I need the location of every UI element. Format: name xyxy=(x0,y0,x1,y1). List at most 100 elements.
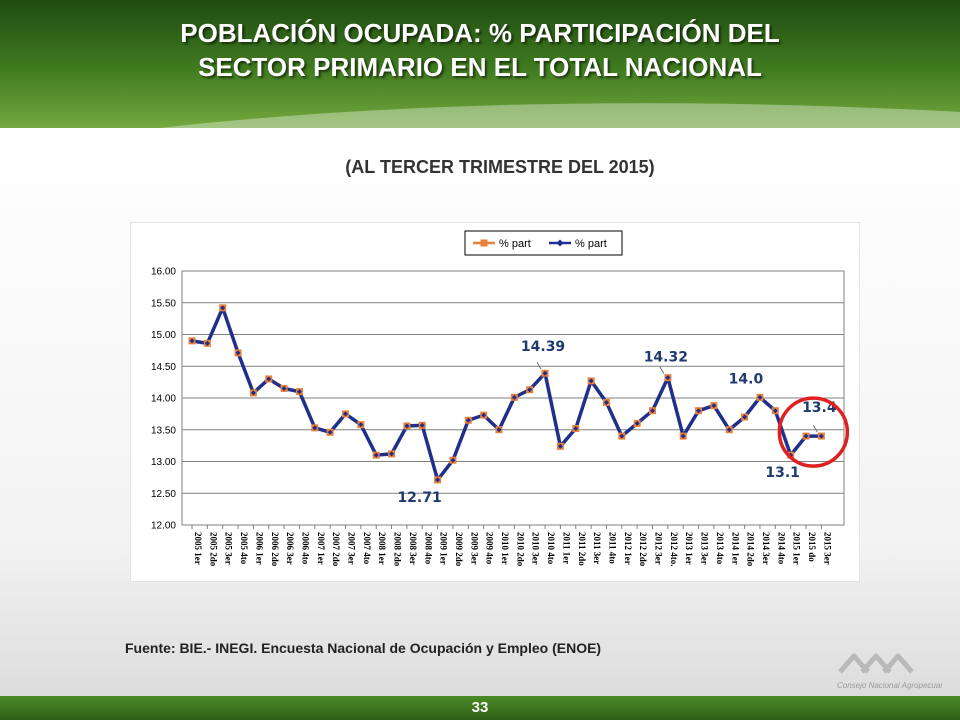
data-point-diamond xyxy=(250,390,256,396)
x-tick-label: 2011 1er xyxy=(561,532,571,564)
data-point-diamond xyxy=(220,305,226,311)
chart-legend: % part % part xyxy=(464,230,623,256)
data-point-diamond xyxy=(419,422,425,428)
data-label: 13.1 xyxy=(765,465,800,481)
x-tick-label: 2014 4to xyxy=(776,532,786,565)
x-tick-label: 2011 2do xyxy=(577,532,587,566)
data-point-diamond xyxy=(389,451,395,457)
data-point-diamond xyxy=(450,457,456,463)
title-line-1: POBLACIÓN OCUPADA: % PARTICIPACIÓN DEL xyxy=(180,18,780,48)
x-tick-label: 2010 3er xyxy=(531,532,541,565)
data-label: 14.32 xyxy=(644,350,688,366)
x-tick-label: 2012 4to. xyxy=(669,532,679,567)
data-point-diamond xyxy=(496,427,502,433)
highlight-circle xyxy=(777,396,850,468)
data-point-diamond xyxy=(742,414,748,420)
y-tick-label: 15.00 xyxy=(151,330,176,341)
x-tick-label: 2005 4to xyxy=(239,532,249,565)
data-point-diamond xyxy=(527,387,533,393)
data-point-diamond xyxy=(818,433,824,439)
legend-marker-diamond xyxy=(556,239,564,247)
annotations: 12.71 14.39 14.32 14.0 13.1 13.4 xyxy=(397,339,850,506)
data-point-diamond xyxy=(481,412,487,418)
x-tick-label: 2013 4to xyxy=(715,532,725,565)
x-tick-label: 2008 1er xyxy=(377,532,387,565)
y-tick-label: 14.00 xyxy=(151,394,176,405)
x-tick-label: 2012 2do xyxy=(638,532,648,567)
x-tick-label: 2006 4to xyxy=(300,532,310,565)
data-point-diamond xyxy=(757,394,763,400)
data-label: 13.4 xyxy=(802,400,837,416)
x-tick-label: 2005 1er xyxy=(193,532,203,565)
data-label: 12.71 xyxy=(397,490,441,506)
y-tick-label: 14.50 xyxy=(151,362,176,373)
data-point-diamond xyxy=(235,350,241,356)
x-tick-label: 2006 2do xyxy=(270,532,280,567)
data-point-diamond xyxy=(665,375,671,381)
data-label: 14.0 xyxy=(729,371,764,387)
data-point-diamond xyxy=(281,385,287,391)
data-point-diamond xyxy=(312,425,318,431)
x-tick-label: 2014 1er xyxy=(730,532,740,565)
x-tick-label: 2012 3er xyxy=(654,532,664,565)
data-point-diamond xyxy=(465,417,471,423)
data-label-leader xyxy=(536,362,542,370)
x-tick-label: 2007 2do xyxy=(331,532,341,567)
y-tick-label: 15.50 xyxy=(151,298,176,309)
x-tick-label: 2007 4to xyxy=(362,532,372,565)
x-tick-label: 2006 1er xyxy=(254,532,264,565)
y-tick-label: 12.50 xyxy=(151,489,176,500)
source-note: Fuente: BIE.- INEGI. Encuesta Nacional d… xyxy=(125,640,602,656)
data-point-diamond xyxy=(358,422,364,428)
x-tick-label: 2007 1er xyxy=(316,532,326,565)
data-point-diamond xyxy=(296,389,302,395)
data-point-diamond xyxy=(588,378,594,384)
data-point-diamond xyxy=(343,411,348,417)
data-label: 14.39 xyxy=(521,339,565,355)
x-tick-label: 2009 3er xyxy=(469,532,479,565)
x-tick-label: 2011 3er xyxy=(592,532,602,564)
data-point-diamond xyxy=(266,376,272,382)
x-tick-label: 2011 4to xyxy=(607,532,617,564)
series-group xyxy=(188,304,825,484)
line-chart: 12.00 12.50 13.00 13.50 14.00 14.50 15.00 15.50… xyxy=(130,222,860,582)
x-tick-label: 2005 2do xyxy=(208,532,218,567)
data-label-leader xyxy=(659,366,665,374)
x-tick-label: 2009 4to xyxy=(485,532,495,565)
x-tick-label: 2009 1er xyxy=(439,532,449,565)
x-tick-label: 2005 3er xyxy=(224,532,234,565)
x-tick-label: 2010 4to xyxy=(546,532,556,565)
x-tick-label: 2013 1er xyxy=(684,532,694,565)
y-tick-label: 16.00 xyxy=(151,267,176,278)
x-tick-label: 2012 1er xyxy=(623,532,633,565)
data-point-diamond xyxy=(619,433,625,439)
x-tick-label: 2009 2do xyxy=(454,532,464,567)
x-tick-label: 2013 3er xyxy=(700,532,710,565)
x-tick-label: 2010 1er xyxy=(500,532,510,565)
footer-band xyxy=(0,696,960,720)
data-point-diamond xyxy=(204,340,210,346)
data-point-diamond xyxy=(435,477,441,483)
data-point-diamond xyxy=(557,443,563,449)
data-point-diamond xyxy=(711,403,717,409)
data-point-diamond xyxy=(327,429,333,435)
x-tick-label: 2008 4to xyxy=(423,532,433,565)
x-tick-label: 2015 3er xyxy=(822,532,832,565)
data-point-diamond xyxy=(772,408,778,414)
legend-label: % part xyxy=(499,238,531,250)
x-tick-label: 2007 3er xyxy=(347,532,357,565)
x-tick-label: 2010 2do xyxy=(515,532,525,567)
x-tick-label: 2015 do xyxy=(807,532,817,562)
data-point-diamond xyxy=(650,408,655,414)
data-point-diamond xyxy=(634,420,640,426)
y-tick-label: 12.00 xyxy=(151,521,176,532)
legend-label: % part xyxy=(575,238,607,250)
title-line-2: SECTOR PRIMARIO EN EL TOTAL NACIONAL xyxy=(198,52,762,82)
x-tick-label: 2006 3er xyxy=(285,532,295,565)
data-label-leader xyxy=(813,424,818,433)
data-point-diamond xyxy=(603,399,609,405)
x-tick-label: 2008 2do xyxy=(393,532,403,567)
y-axis-ticks: 12.00 12.50 13.00 13.50 14.00 14.50 15.00 15.50… xyxy=(151,267,176,532)
slide-title: POBLACIÓN OCUPADA: % PARTICIPACIÓN DEL S… xyxy=(60,16,900,84)
data-point-diamond xyxy=(373,452,379,458)
